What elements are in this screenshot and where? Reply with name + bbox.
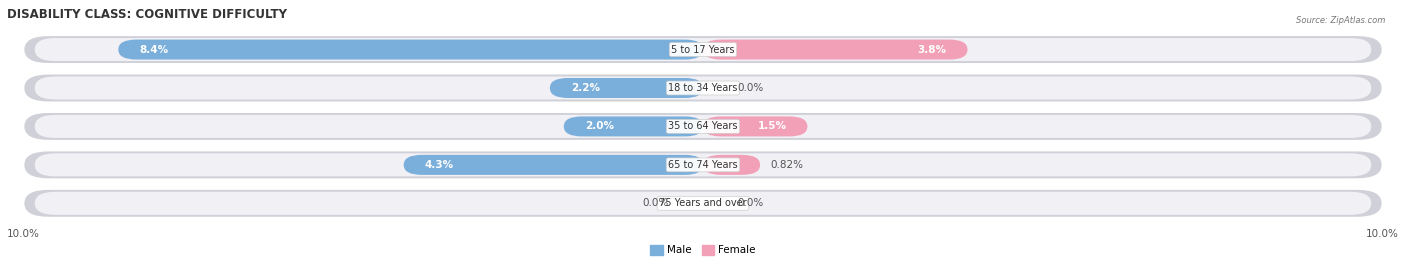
FancyBboxPatch shape <box>24 190 1382 217</box>
Text: 2.2%: 2.2% <box>571 83 600 93</box>
Text: 4.3%: 4.3% <box>425 160 454 170</box>
FancyBboxPatch shape <box>24 113 1382 140</box>
Text: 2.0%: 2.0% <box>585 122 613 131</box>
Text: 0.82%: 0.82% <box>770 160 803 170</box>
FancyBboxPatch shape <box>35 38 1371 61</box>
Text: 5 to 17 Years: 5 to 17 Years <box>671 45 735 55</box>
Text: 10.0%: 10.0% <box>1367 230 1399 239</box>
Text: 0.0%: 0.0% <box>643 198 668 208</box>
Text: DISABILITY CLASS: COGNITIVE DIFFICULTY: DISABILITY CLASS: COGNITIVE DIFFICULTY <box>7 8 287 21</box>
Text: 10.0%: 10.0% <box>7 230 39 239</box>
Text: 0.0%: 0.0% <box>738 83 763 93</box>
FancyBboxPatch shape <box>118 40 703 60</box>
FancyBboxPatch shape <box>550 78 703 98</box>
FancyBboxPatch shape <box>35 192 1371 215</box>
Text: 1.5%: 1.5% <box>758 122 786 131</box>
FancyBboxPatch shape <box>703 116 807 136</box>
Text: 0.0%: 0.0% <box>738 198 763 208</box>
FancyBboxPatch shape <box>35 76 1371 100</box>
Legend: Male, Female: Male, Female <box>645 241 761 259</box>
FancyBboxPatch shape <box>24 36 1382 63</box>
FancyBboxPatch shape <box>35 115 1371 138</box>
FancyBboxPatch shape <box>703 155 761 175</box>
Text: 8.4%: 8.4% <box>139 45 169 55</box>
FancyBboxPatch shape <box>35 153 1371 176</box>
Text: 65 to 74 Years: 65 to 74 Years <box>668 160 738 170</box>
FancyBboxPatch shape <box>703 40 967 60</box>
FancyBboxPatch shape <box>404 155 703 175</box>
Text: 35 to 64 Years: 35 to 64 Years <box>668 122 738 131</box>
FancyBboxPatch shape <box>24 75 1382 102</box>
FancyBboxPatch shape <box>564 116 703 136</box>
Text: 75 Years and over: 75 Years and over <box>659 198 747 208</box>
Text: Source: ZipAtlas.com: Source: ZipAtlas.com <box>1295 16 1385 25</box>
FancyBboxPatch shape <box>24 151 1382 178</box>
Text: 18 to 34 Years: 18 to 34 Years <box>668 83 738 93</box>
Text: 3.8%: 3.8% <box>918 45 946 55</box>
